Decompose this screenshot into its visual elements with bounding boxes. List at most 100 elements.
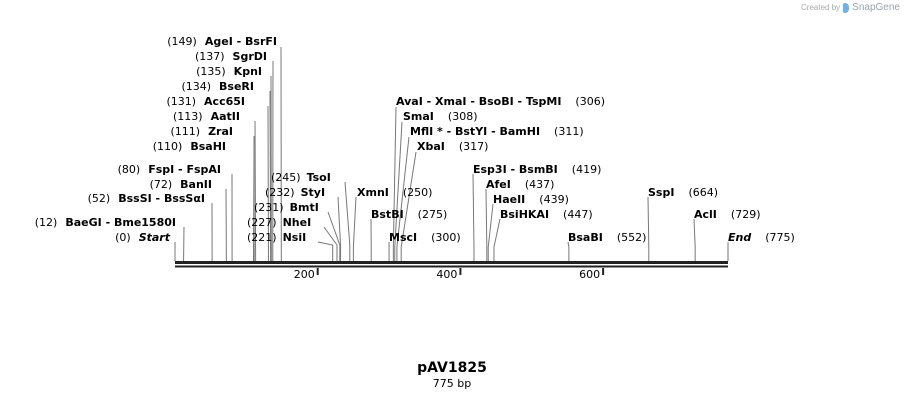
- svg-text:(12)BaeGI - Bme1580I: (12) BaeGI - Bme1580I: [35, 216, 176, 229]
- connector-line: [487, 203, 494, 261]
- connector-line: [394, 121, 403, 261]
- site-bsabi[interactable]: BsaBI (552): [568, 231, 646, 244]
- svg-text:XbaI(317): XbaI (317): [417, 140, 488, 153]
- svg-text:MscI(300): MscI (300): [389, 231, 461, 244]
- site-enzyme: AclI: [694, 208, 717, 221]
- credit-brand: SnapGene: [852, 2, 900, 13]
- site-acc65i[interactable]: (131) Acc65I: [166, 95, 245, 108]
- site-smai[interactable]: SmaI (308): [403, 110, 478, 123]
- site-acli[interactable]: AclI (729): [694, 208, 761, 221]
- site-position: (275): [418, 208, 448, 221]
- site-bmti[interactable]: (231) BmtI: [254, 201, 319, 214]
- site-bstbi[interactable]: BstBI (275): [371, 208, 447, 221]
- svg-text:(137)SgrDI: (137) SgrDI: [195, 50, 267, 63]
- site-agei-bsrfi[interactable]: (149) AgeI - BsrFI: [167, 35, 277, 48]
- site-enzyme: AatII: [211, 110, 240, 123]
- connector-line: [323, 226, 338, 261]
- site-position: (439): [539, 193, 569, 206]
- site-tsoi[interactable]: (245) TsoI: [271, 171, 331, 184]
- site-end[interactable]: End (775): [728, 231, 795, 244]
- site-position: (250): [403, 186, 433, 199]
- site-enzyme: MflI * - BstYI - BamHI: [410, 125, 540, 138]
- site-enzyme: FspI - FspAI: [148, 163, 221, 176]
- site-zrai[interactable]: (111) ZraI: [170, 125, 233, 138]
- site-avai-xmai-bsobi-tspmi[interactable]: AvaI - XmaI - BsoBI - TspMI (306): [396, 95, 605, 108]
- site-position: (221): [247, 231, 277, 244]
- site-enzyme: Esp3I - BsmBI: [473, 163, 558, 176]
- connector-line: [567, 241, 570, 261]
- site-bseri[interactable]: (134) BseRI: [181, 80, 254, 93]
- svg-text:(231)BmtI: (231) BmtI: [254, 201, 319, 214]
- svg-text:BsiHKAI(447): BsiHKAI (447): [500, 208, 593, 221]
- svg-text:(232)StyI: (232) StyI: [265, 186, 325, 199]
- site-sspi[interactable]: SspI (664): [648, 186, 718, 199]
- credit-prefix: Created by: [801, 3, 841, 12]
- svg-text:(245)TsoI: (245) TsoI: [271, 171, 331, 184]
- connector-line: [693, 218, 696, 261]
- site-msci[interactable]: MscI (300): [389, 231, 461, 244]
- site-enzyme: KpnI: [234, 65, 262, 78]
- site-bsahi[interactable]: (110) BsaHI: [153, 140, 226, 153]
- site-position: (72): [150, 178, 173, 191]
- site-position: (110): [153, 140, 183, 153]
- site-haeii[interactable]: HaeII (439): [493, 193, 569, 206]
- site-styi[interactable]: (232) StyI: [265, 186, 325, 199]
- site-position: (437): [525, 178, 555, 191]
- site-enzyme: SmaI: [403, 110, 434, 123]
- site-position: (306): [575, 95, 605, 108]
- connector-line: [647, 196, 650, 261]
- connector-line: [327, 211, 341, 261]
- site-bsihkai[interactable]: BsiHKAI (447): [500, 208, 593, 221]
- site-enzyme: XbaI: [417, 140, 445, 153]
- site-position: (552): [617, 231, 647, 244]
- site-position: (135): [196, 65, 226, 78]
- connector-line: [254, 120, 257, 262]
- svg-text:MflI * - BstYI - BamHI(311): MflI * - BstYI - BamHI (311): [410, 125, 584, 138]
- svg-text:AfeI(437): AfeI (437): [486, 178, 554, 191]
- site-position: (80): [118, 163, 141, 176]
- site-position: (775): [765, 231, 795, 244]
- site-enzyme: BsiHKAI: [500, 208, 549, 221]
- site-kpni[interactable]: (135) KpnI: [196, 65, 262, 78]
- site-mfli-bstyi-bamhi[interactable]: MflI * - BstYI - BamHI (311): [410, 125, 584, 138]
- svg-text:AclI(729): AclI (729): [694, 208, 761, 221]
- connector-line: [400, 151, 417, 261]
- site-enzyme: MscI: [389, 231, 417, 244]
- site-enzyme: BseRI: [219, 80, 254, 93]
- map-length: 775 bp: [432, 377, 472, 390]
- site-labels: (0) Start (12) BaeGI - Bme1580I (52) BssSI - …: [35, 35, 795, 244]
- svg-text:BsaBI(552): BsaBI (552): [568, 231, 646, 244]
- sequence-backbone: [175, 261, 728, 268]
- svg-text:Esp3I - BsmBI(419): Esp3I - BsmBI (419): [473, 163, 601, 176]
- site-start[interactable]: (0) Start: [115, 231, 171, 244]
- backbone-top-strand: [175, 261, 728, 264]
- connector-line: [269, 90, 272, 262]
- site-sgrdi[interactable]: (137) SgrDI: [195, 50, 267, 63]
- svg-text:(0)Start: (0) Start: [115, 231, 171, 244]
- svg-text:BstBI(275): BstBI (275): [371, 208, 447, 221]
- tick-label: 400: [436, 268, 457, 281]
- site-bsssi-bsss-i[interactable]: (52) BssSI - BssSαI: [88, 192, 205, 205]
- site-fspi-fspai[interactable]: (80) FspI - FspAI: [118, 163, 221, 176]
- site-aatii[interactable]: (113) AatII: [173, 110, 240, 123]
- site-nhei[interactable]: (227) NheI: [247, 216, 311, 229]
- svg-text:(149)AgeI - BsrFI: (149) AgeI - BsrFI: [167, 35, 277, 48]
- site-banii[interactable]: (72) BanII: [150, 178, 212, 191]
- site-position: (111): [170, 125, 200, 138]
- site-xbai[interactable]: XbaI (317): [417, 140, 488, 153]
- site-enzyme: End: [728, 231, 751, 244]
- site-position: (664): [688, 186, 718, 199]
- site-afei[interactable]: AfeI (437): [486, 178, 554, 191]
- site-position: (447): [563, 208, 593, 221]
- site-esp3i-bsmbi[interactable]: Esp3I - BsmBI (419): [473, 163, 601, 176]
- site-connectors: [174, 46, 729, 262]
- site-baegi-bme1580i[interactable]: (12) BaeGI - Bme1580I: [35, 216, 176, 229]
- site-position: (113): [173, 110, 203, 123]
- site-xmni[interactable]: XmnI (250): [357, 186, 432, 199]
- site-nsii[interactable]: (221) NsiI: [247, 231, 306, 244]
- site-enzyme: Acc65I: [204, 95, 245, 108]
- svg-text:(80)FspI - FspAI: (80) FspI - FspAI: [118, 163, 221, 176]
- site-position: (419): [572, 163, 602, 176]
- site-position: (232): [265, 186, 295, 199]
